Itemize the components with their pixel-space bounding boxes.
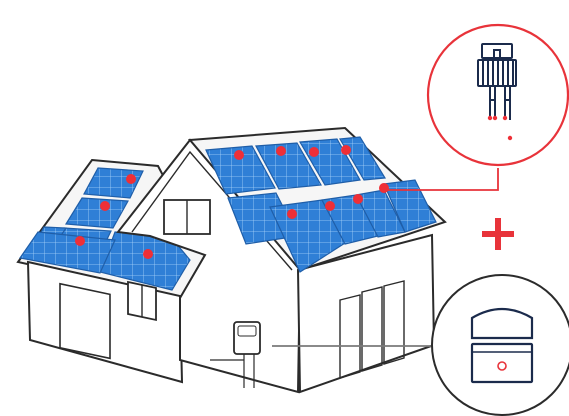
inverter-icon	[470, 308, 534, 384]
solar-panel	[255, 142, 322, 190]
optimizer-dot	[143, 249, 153, 259]
optimizer-dot	[379, 183, 389, 193]
gable-window	[163, 199, 211, 235]
main-roof-panels	[205, 136, 437, 273]
optimizer-dot	[309, 147, 319, 157]
inverter-callout	[431, 274, 569, 416]
wall-inverter	[233, 321, 261, 355]
optimizer-dot	[126, 174, 136, 184]
optimizer-dot	[276, 146, 286, 156]
plus-icon	[482, 218, 514, 250]
optimizer-dot	[341, 145, 351, 155]
solar-panel	[339, 136, 387, 181]
solar-panel	[383, 179, 437, 233]
solar-panel	[18, 231, 116, 274]
power-optimizer-icon	[477, 43, 517, 120]
solar-panel	[205, 145, 276, 195]
annex-window	[127, 280, 157, 322]
optimizer-dot	[325, 201, 335, 211]
optimizer-callout	[426, 23, 569, 167]
optimizer-dot	[353, 194, 363, 204]
optimizer-dot	[287, 209, 297, 219]
side-doors	[339, 280, 405, 379]
optimizer-dot	[234, 150, 244, 160]
optimizer-dot	[100, 201, 110, 211]
optimizer-connector-line	[386, 168, 499, 191]
optimizer-callout-circle	[426, 23, 569, 167]
solar-panel	[64, 197, 129, 229]
optimizer-dot	[75, 236, 85, 246]
annex-panels	[18, 167, 191, 291]
optimizer-lead-tips	[487, 115, 513, 141]
annex-door	[59, 282, 111, 360]
